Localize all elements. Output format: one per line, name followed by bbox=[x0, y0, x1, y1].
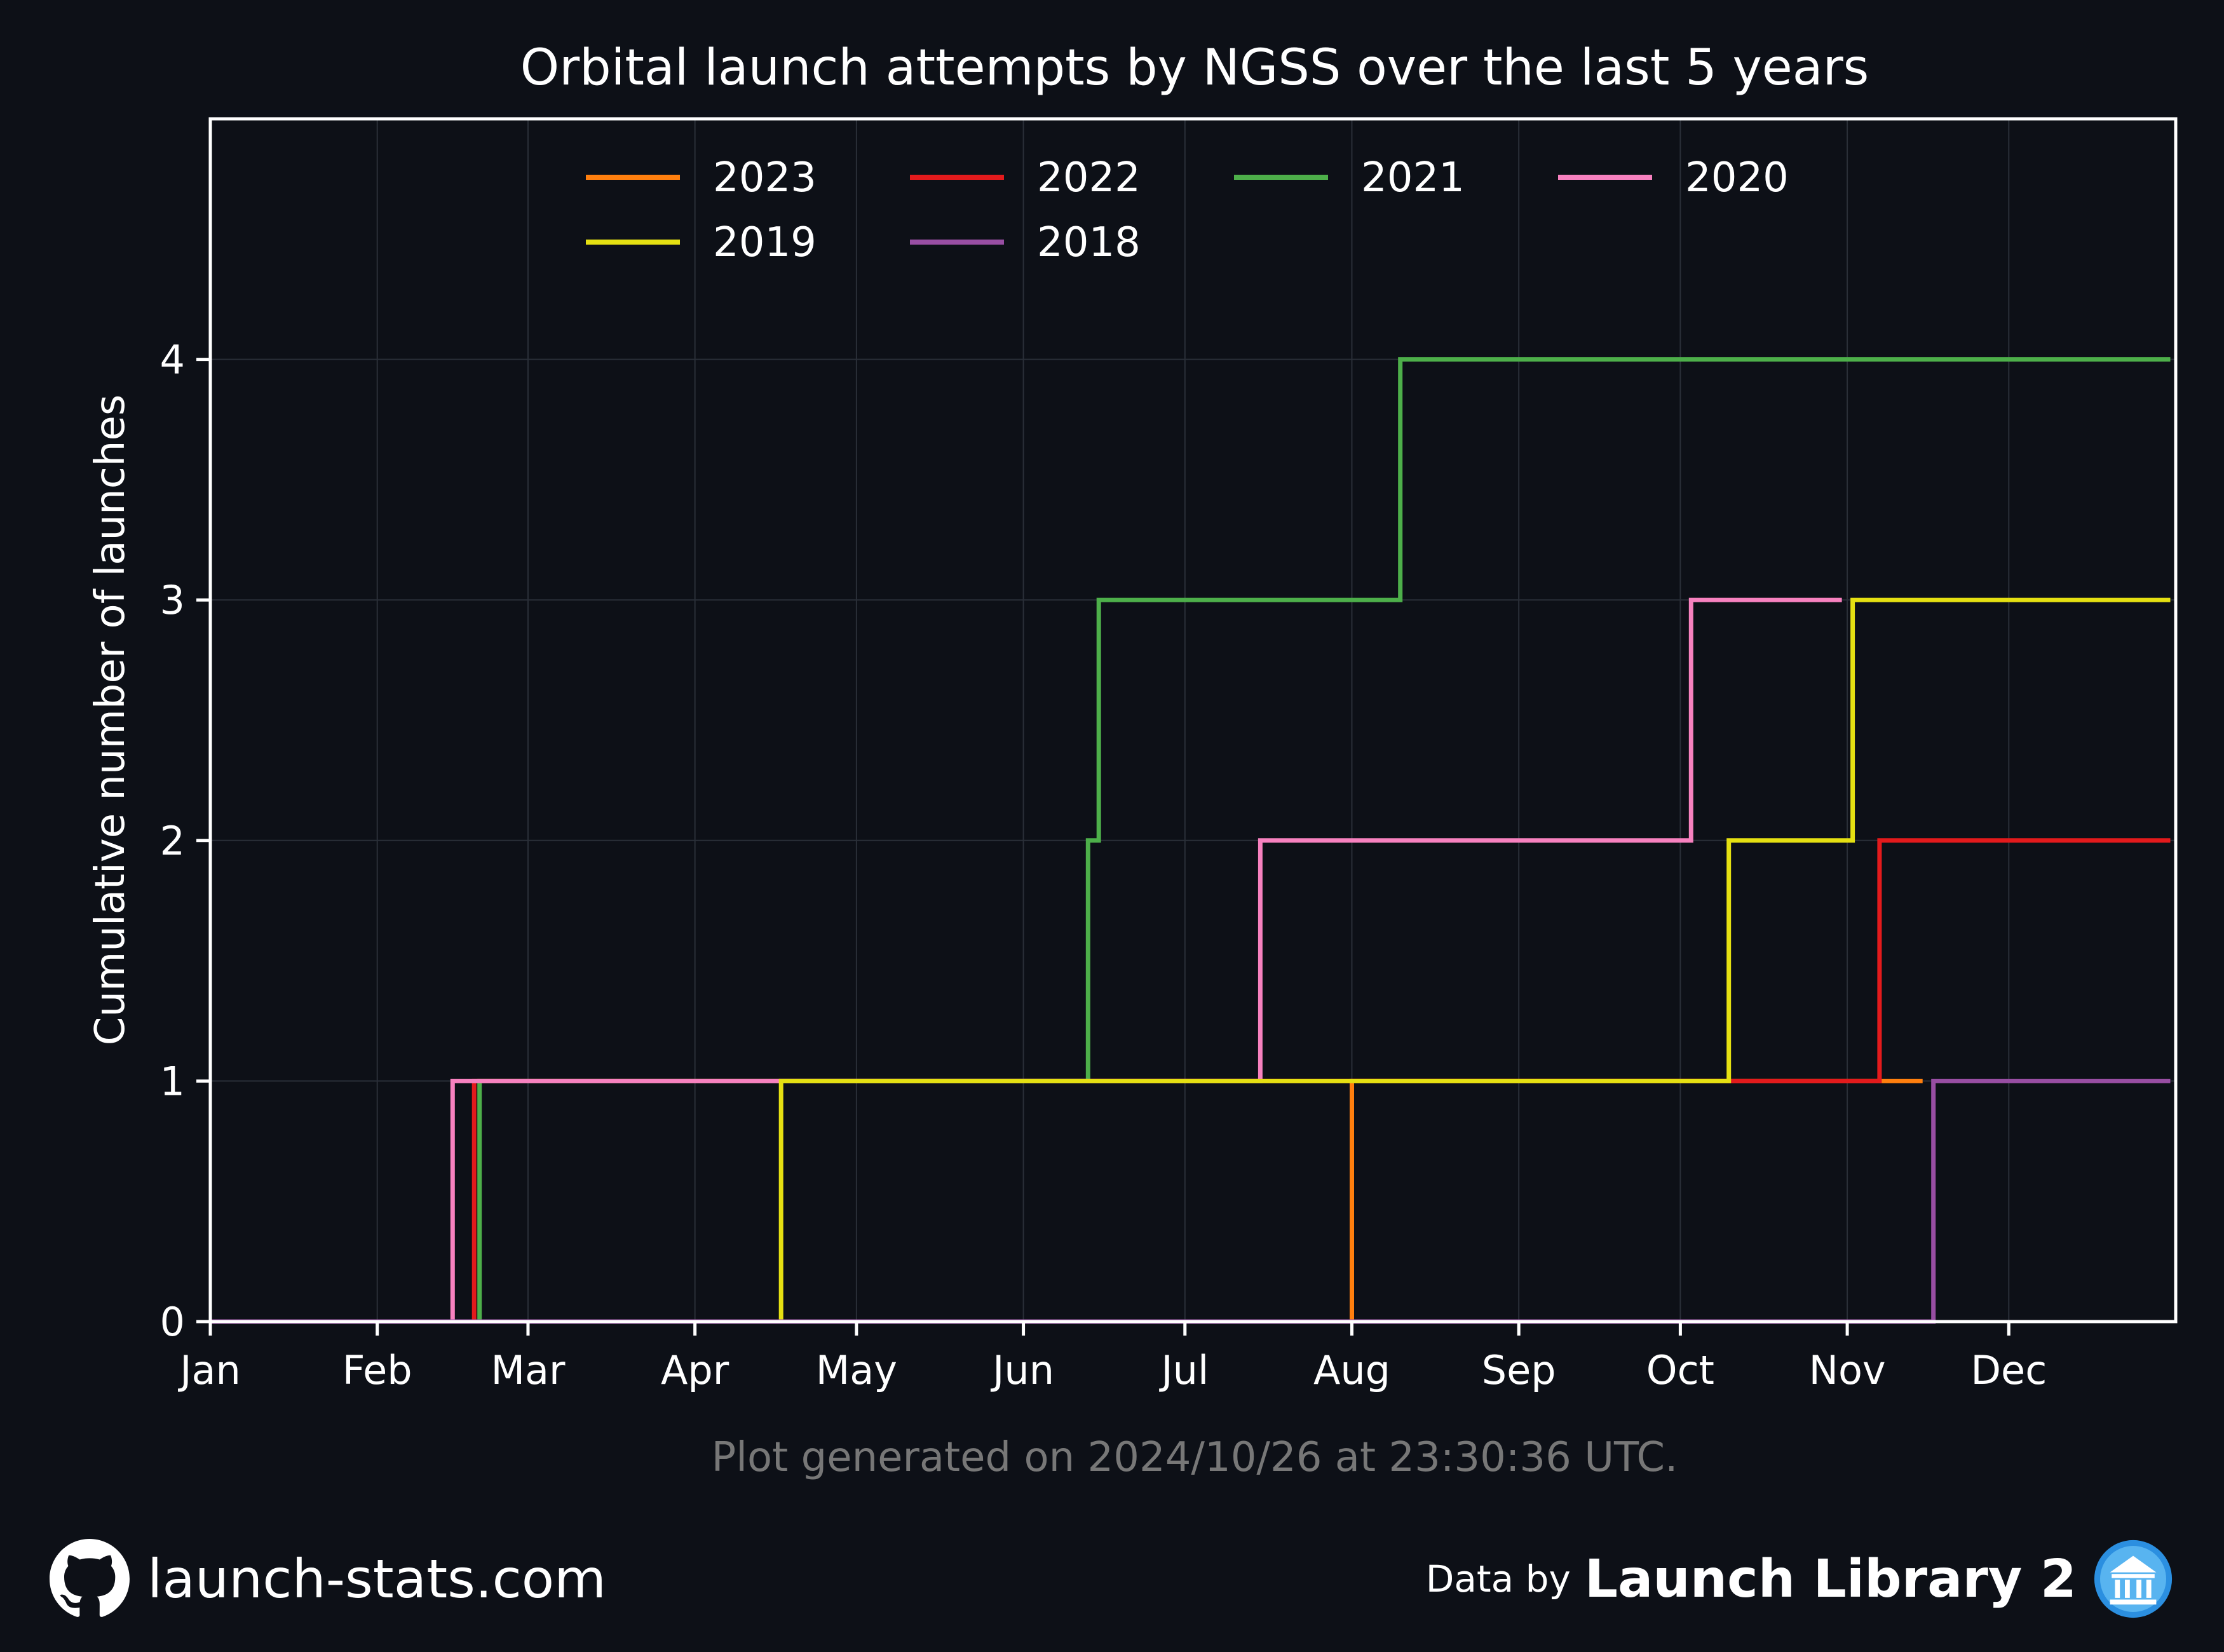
legend-label: 2022 bbox=[1037, 154, 1141, 201]
y-tick-label: 4 bbox=[160, 337, 185, 383]
series-line-2020 bbox=[210, 597, 1842, 1324]
y-axis: 0 1 2 3 4 bbox=[160, 337, 210, 1345]
grid bbox=[210, 119, 2176, 1322]
series-line-2019 bbox=[210, 597, 2171, 1324]
x-axis: Jan Feb Mar Apr May Jun Jul Aug Sep Oct Nov Dec bbox=[177, 1322, 2047, 1393]
x-tick-label: Apr bbox=[661, 1347, 729, 1393]
y-tick-label: 0 bbox=[160, 1299, 185, 1345]
x-tick-label: Mar bbox=[491, 1347, 565, 1393]
x-tick-label: Oct bbox=[1646, 1347, 1714, 1393]
y-tick-label: 1 bbox=[160, 1058, 185, 1104]
x-tick-label: Aug bbox=[1313, 1347, 1390, 1393]
series-line-2021 bbox=[210, 357, 2171, 1324]
series-line-2023 bbox=[210, 1078, 1923, 1324]
launch-library-name: Launch Library 2 bbox=[1584, 1548, 2077, 1609]
footer-site[interactable]: launch-stats.com bbox=[50, 1538, 606, 1620]
footer-credit[interactable]: Data by Launch Library 2 bbox=[1426, 1538, 2174, 1620]
launch-library-logo-icon bbox=[2094, 1540, 2173, 1618]
legend-label: 2021 bbox=[1361, 154, 1465, 201]
legend-label: 2020 bbox=[1685, 154, 1789, 201]
x-tick-label: Jul bbox=[1158, 1347, 1209, 1393]
y-axis-label: Cumulative number of launches bbox=[87, 395, 134, 1045]
legend: 2023 2022 2021 2020 2019 2018 bbox=[586, 154, 1789, 266]
x-tick-label: Dec bbox=[1970, 1347, 2047, 1393]
y-tick-label: 3 bbox=[160, 577, 185, 623]
x-tick-label: Nov bbox=[1809, 1347, 1886, 1393]
legend-label: 2018 bbox=[1037, 219, 1141, 266]
github-icon bbox=[50, 1539, 130, 1617]
data-by-label: Data by bbox=[1425, 1557, 1571, 1601]
legend-label: 2019 bbox=[713, 219, 817, 266]
x-tick-label: Feb bbox=[342, 1347, 412, 1393]
legend-label: 2023 bbox=[713, 154, 817, 201]
x-tick-label: May bbox=[816, 1347, 897, 1393]
plot-frame bbox=[208, 117, 2178, 1324]
y-tick-label: 2 bbox=[160, 818, 185, 864]
chart-title: Orbital launch attempts by NGSS over the… bbox=[520, 39, 1869, 97]
x-tick-label: Sep bbox=[1482, 1347, 1556, 1393]
plot-generated-note: Plot generated on 2024/10/26 at 23:30:36… bbox=[712, 1434, 1678, 1481]
site-name: launch-stats.com bbox=[147, 1548, 606, 1610]
x-tick-label: Jan bbox=[177, 1347, 241, 1393]
series-line-2018 bbox=[210, 1078, 2171, 1324]
x-tick-label: Jun bbox=[990, 1347, 1054, 1393]
